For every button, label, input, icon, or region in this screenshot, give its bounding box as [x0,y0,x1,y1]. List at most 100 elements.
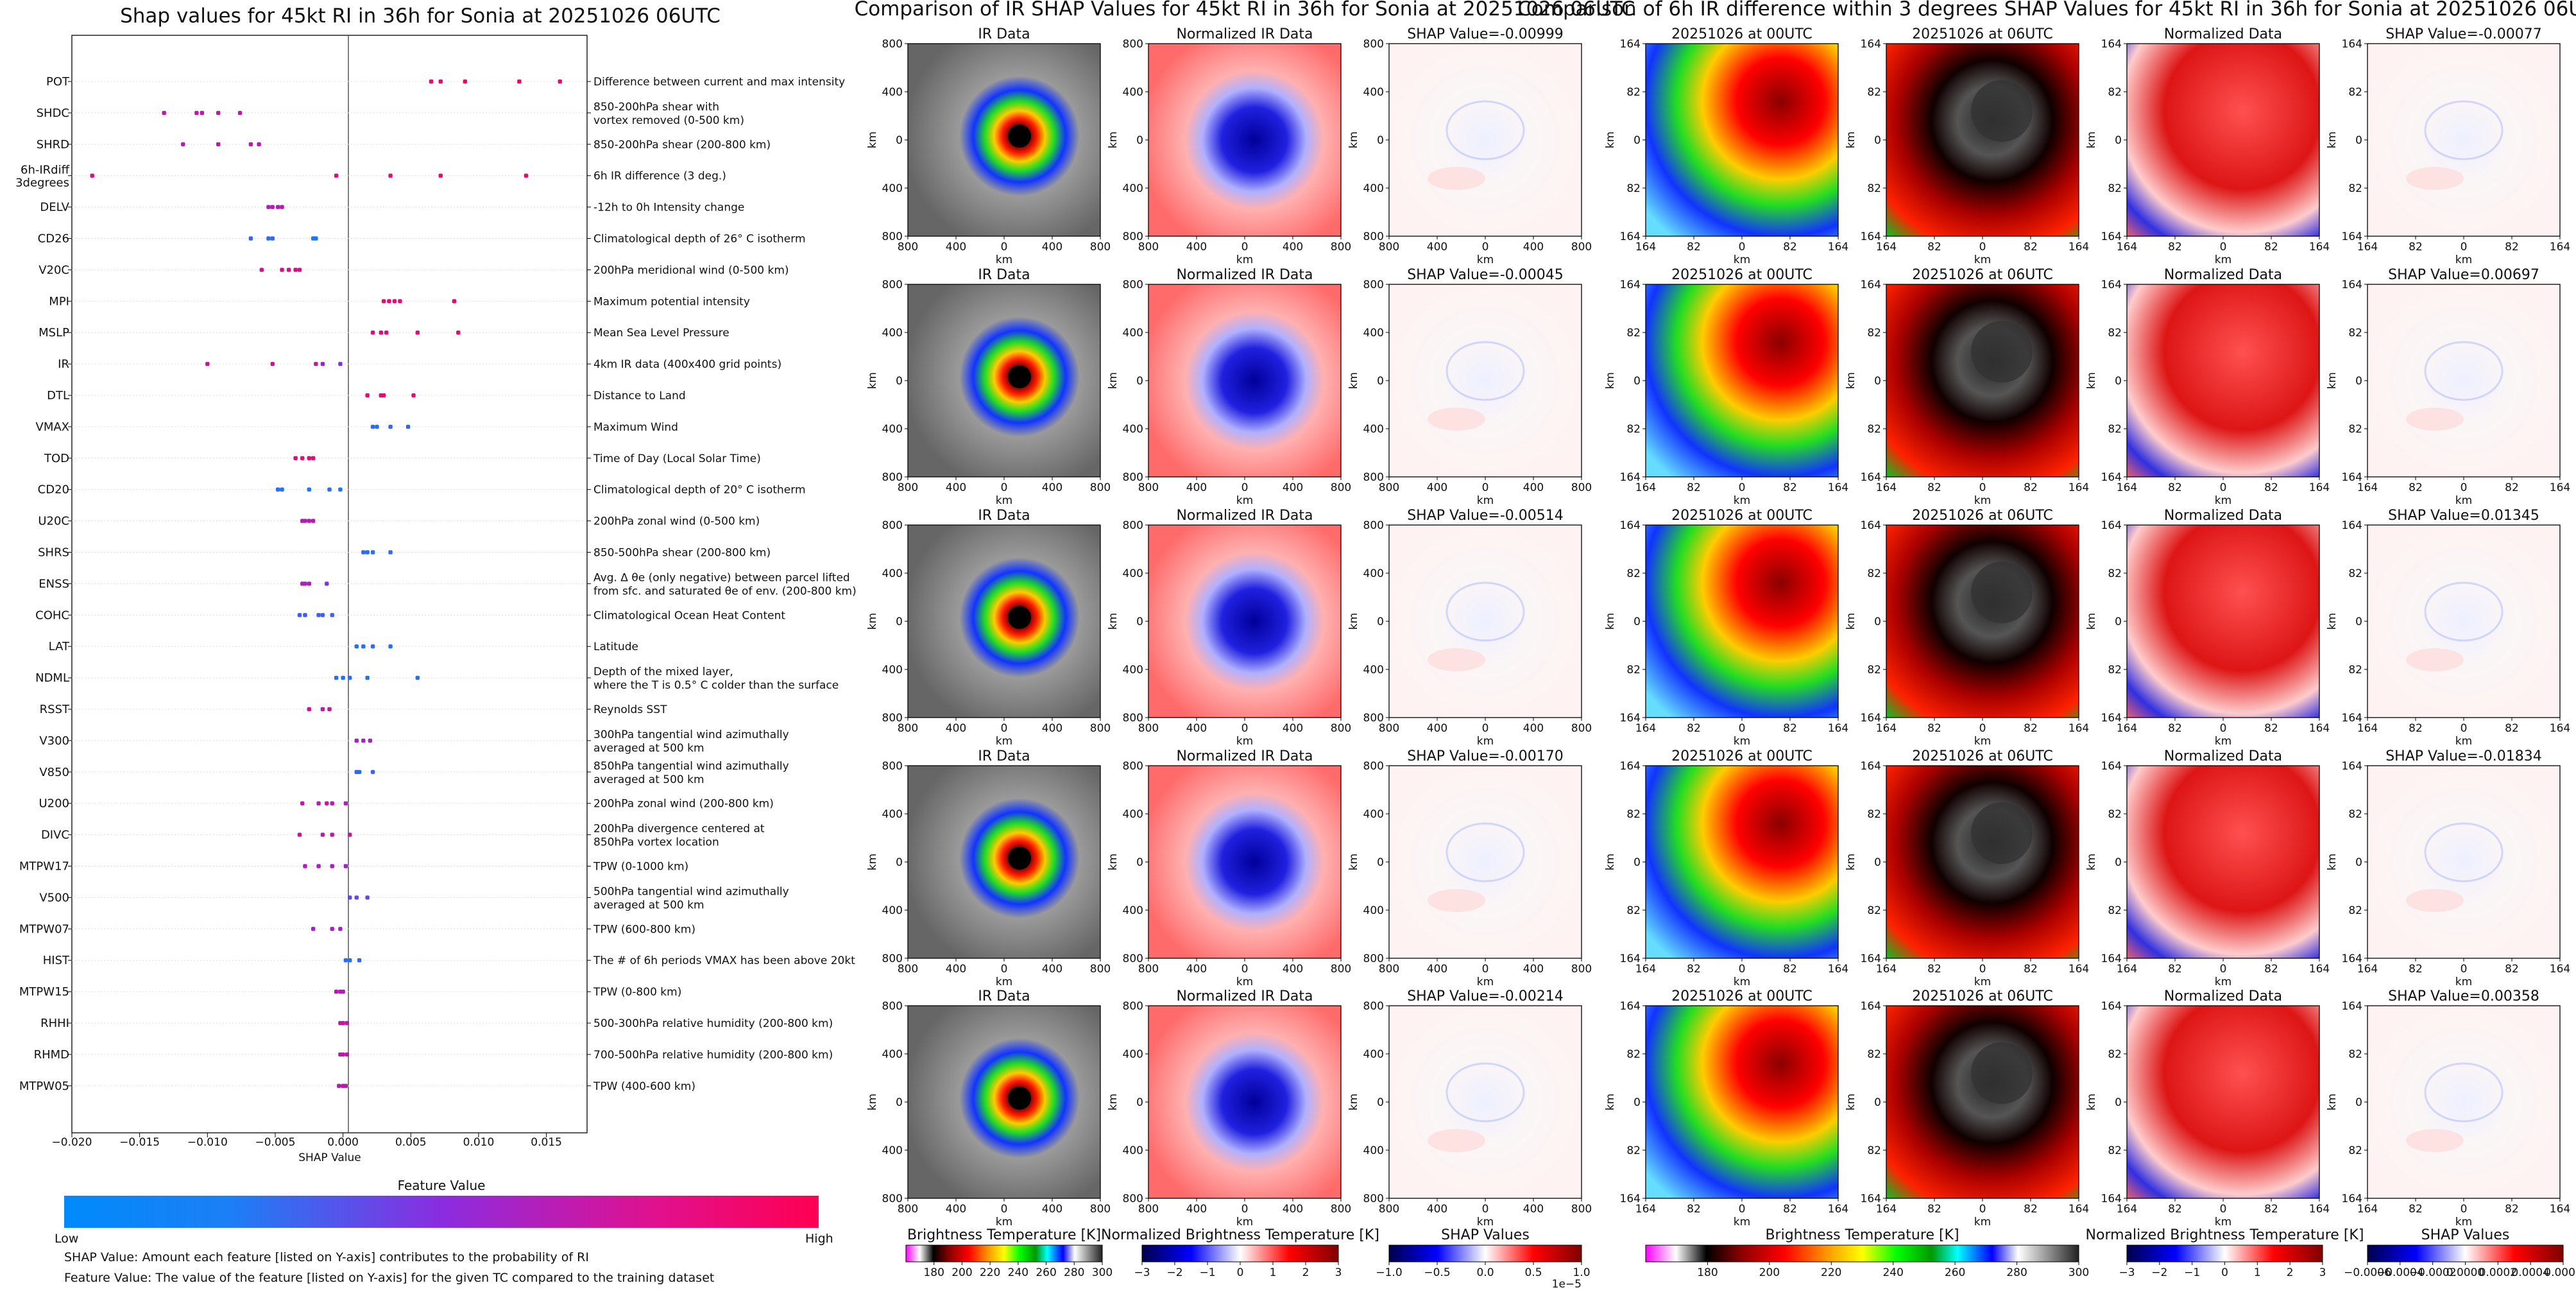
y-tick-label: 0 [1633,616,1641,628]
y-axis-label: km [1347,854,1360,870]
storm-eye [1008,1087,1031,1110]
y-tick-label: 0 [2115,616,2122,628]
x-tick-label: 0 [1482,481,1489,494]
colorbar-tick-label: 3 [2319,1266,2326,1279]
y-tick-label: 82 [2108,182,2122,195]
x-tick-label: 82 [2505,241,2519,254]
y-tick-label: 0 [1377,134,1384,147]
ir-comparison-title: Comparison of IR SHAP Values for 45kt RI… [855,0,1635,21]
y-tick-label: 0 [2355,856,2362,869]
y-tick-label: 82 [1626,182,1641,195]
storm-core [1971,80,2033,142]
x-tick-label: 800 [1331,241,1351,254]
x-tick-label: 400 [946,963,966,976]
colorbar-tick-label: 240 [1882,1266,1903,1279]
y-axis-label: km [1604,132,1617,148]
shap-point [334,173,339,178]
feature-name: MPI [49,295,69,308]
y-tick-label: 164 [1620,279,1641,291]
storm-core [1971,562,2033,623]
x-axis-label: km [1974,254,1991,266]
y-tick-label: 400 [1123,327,1143,340]
x-tick-label: 800 [1571,722,1592,735]
irdark-image [1886,525,2079,718]
x-tick-label: 800 [1138,722,1159,735]
feature-name: COHC [35,608,69,622]
y-axis-label: km [1107,854,1120,870]
y-tick-label: 164 [1620,38,1641,51]
irdark-image [1886,1006,2079,1198]
colorbar-bar [2367,1245,2564,1262]
colorbar-tick-label: −0.5 [1424,1266,1450,1279]
y-tick-label: 0 [896,1096,903,1109]
x-axis-ticks: −0.020 −0.015 −0.010 −0.005 0.000 0.005 0.010 0… [52,1133,562,1149]
y-tick-label: 82 [1626,423,1641,436]
y-tick-label: 82 [2108,1144,2122,1157]
x-tick-label: 82 [1783,241,1797,254]
feature-description: -12h to 0h Intensity change [593,202,744,214]
shap-point [381,299,386,304]
image-panel: SHAP Value=-0.00077164164828200828216416… [2326,26,2570,266]
x-tick-label: 800 [1331,722,1351,735]
x-tick-label: 82 [1783,1203,1797,1216]
shap-point [343,801,348,805]
panel-title: Normalized IR Data [1176,26,1313,42]
x-tick-label: 800 [1379,481,1399,494]
panel-title: SHAP Value=0.00697 [2388,267,2539,283]
image-panel: SHAP Value=0.013451641648282008282164164… [2326,508,2570,748]
feature-description: TPW (0-1000 km) [593,861,688,874]
colorbar-tick-label: 220 [1821,1266,1841,1279]
shap-point [286,268,291,272]
x-tick-label: 164 [2309,241,2330,254]
shap-structure [2406,1129,2464,1152]
feature-description: Climatological depth of 26° C isotherm [593,233,806,246]
shap-point [392,299,397,304]
feature-description: 200hPa meridional wind (0-500 km) [593,264,789,277]
image-panel: Normalized IR Data8008004004000040040080… [1107,748,1351,988]
shap-point [307,456,312,460]
shap-point [266,205,271,209]
x-axis-label: km [1734,735,1750,748]
y-tick-label: 82 [1867,182,1881,195]
shap-point [297,613,302,617]
shap-point [361,644,366,649]
y-tick-label: 0 [2115,1096,2122,1109]
feature-name: MTPW05 [19,1080,69,1093]
feature-description: Difference between current and max inten… [593,76,845,89]
shap-structure [2424,100,2503,160]
y-tick-label: 0 [1136,616,1143,628]
feature-description: 500-300hPa relative humidity (200-800 km… [593,1017,833,1030]
y-tick-label: 164 [1861,279,1881,291]
feature-name: LAT [49,640,70,653]
x-tick-label: 0 [1241,481,1249,494]
y-axis-label: km [1604,613,1617,630]
shap-point [368,738,373,743]
colorbar-tick-label: −0.0006 [2344,1266,2391,1279]
shap-point [307,581,312,586]
x-tick-label: 400 [1523,963,1544,976]
ir-image-grid: IR Data80080040040000400400800800kmkmIR … [866,26,1592,1291]
panel-title: SHAP Value=-0.00214 [1407,988,1564,1004]
shap-point [452,299,457,304]
x-tick-label: 82 [2409,481,2423,494]
y-tick-label: 82 [2348,567,2362,580]
y-tick-label: 800 [882,279,903,291]
x-axis-label: km [1734,254,1750,266]
y-tick-label: 400 [1363,808,1384,821]
colorbar-bar [1645,1245,2079,1262]
normred-image [2127,284,2319,477]
image-panel: 20251026 at 06UTC1641648282008282164164k… [1845,748,2089,988]
x-tick-label: 82 [2409,241,2423,254]
feature-name: SHRD [37,138,69,151]
x-tick-label: 82 [1927,481,1941,494]
feature-description: 4km IR data (400x400 grid points) [593,358,781,371]
y-tick-label: 0 [2355,1096,2362,1109]
shap-point [411,393,416,398]
colorbar-tick-label: −1.0 [1376,1266,1402,1279]
x-tick-label: 0 [1739,963,1746,976]
ir-image [908,766,1100,958]
feature-description: averaged at 500 km [593,742,704,755]
shap-point [347,675,352,680]
colorbar-offset: 1e−5 [1552,1278,1582,1289]
y-axis-label: km [1347,132,1360,148]
